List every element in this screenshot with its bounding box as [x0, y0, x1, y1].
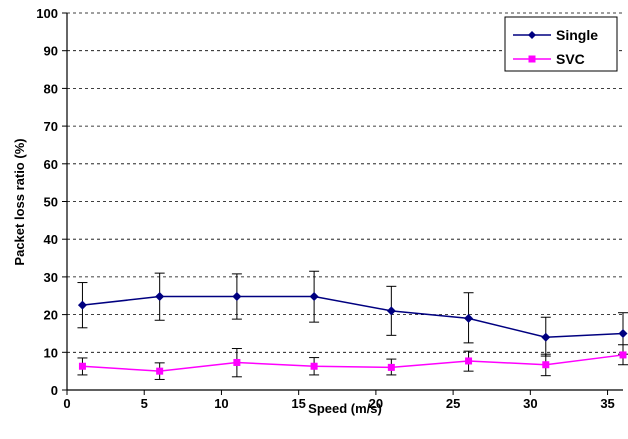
- y-tick-label-80: 80: [44, 81, 58, 96]
- y-tick-label-60: 60: [44, 157, 58, 172]
- y-tick-label-90: 90: [44, 44, 58, 59]
- point-single-0: [77, 300, 87, 310]
- y-tick-label-70: 70: [44, 119, 58, 134]
- point-svc-4: [387, 363, 395, 371]
- y-tick-label-0: 0: [51, 383, 58, 398]
- x-tick-label-20: 20: [369, 396, 383, 411]
- x-tick-labels: 0 5 10 15 20 25 30 35: [63, 390, 615, 411]
- point-svc-3: [310, 362, 318, 370]
- legend-svc-label: SVC: [556, 51, 585, 67]
- x-tick-label-25: 25: [446, 396, 460, 411]
- y-tick-label-50: 50: [44, 195, 58, 210]
- point-svc-7: [619, 351, 627, 359]
- series-line-svc: [82, 354, 624, 372]
- x-axis-title: Speed (m/s): [308, 401, 382, 416]
- legend-box: [504, 16, 618, 72]
- series-line-single: [82, 295, 624, 338]
- point-svc-6: [542, 361, 550, 369]
- point-svc-2: [233, 358, 241, 366]
- x-tick-label-10: 10: [214, 396, 228, 411]
- legend-single-marker: [528, 31, 536, 39]
- x-tick-label-5: 5: [141, 396, 148, 411]
- point-single-6: [541, 332, 551, 342]
- x-tick-label-30: 30: [523, 396, 537, 411]
- point-single-7: [618, 328, 628, 338]
- series-marks: [77, 270, 628, 380]
- x-tick-label-15: 15: [291, 396, 305, 411]
- y-tick-label-100: 100: [36, 6, 58, 21]
- point-svc-5: [465, 357, 473, 365]
- y-axis-title: Packet loss ratio (%): [12, 138, 27, 265]
- point-svc-0: [78, 362, 86, 370]
- legend-svc-marker: [528, 55, 536, 63]
- legend: Single SVC: [504, 16, 618, 72]
- point-single-1: [155, 292, 165, 302]
- point-single-4: [386, 306, 396, 316]
- y-tick-label-20: 20: [44, 308, 58, 323]
- point-svc-1: [156, 367, 164, 375]
- point-single-3: [309, 292, 319, 302]
- x-tick-label-35: 35: [600, 396, 614, 411]
- y-tick-label-30: 30: [44, 270, 58, 285]
- y-tick-label-40: 40: [44, 232, 58, 247]
- point-single-2: [232, 292, 242, 302]
- point-single-5: [464, 313, 474, 323]
- y-tick-label-10: 10: [44, 345, 58, 360]
- x-tick-label-0: 0: [63, 396, 70, 411]
- legend-single-label: Single: [556, 27, 598, 43]
- y-tick-labels: 0 10 20 30 40 50 60 70 80 90 100: [36, 6, 67, 398]
